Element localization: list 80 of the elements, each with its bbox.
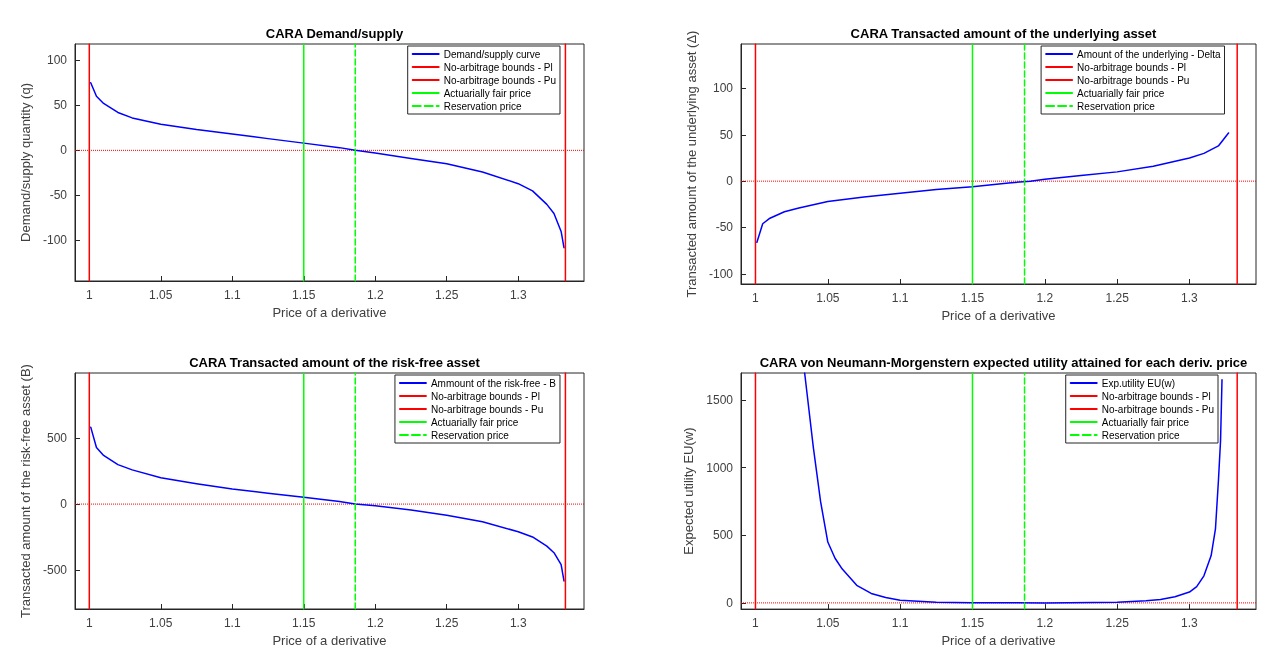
chart-title: CARA Transacted amount of the underlying asset — [850, 26, 1158, 41]
x-tick-label: 1.1 — [223, 288, 241, 302]
y-tick-label: 1000 — [706, 460, 734, 475]
x-tick-label: 1.05 — [816, 291, 840, 305]
y-tick-label: 100 — [712, 81, 734, 96]
x-tick-label: 1 — [85, 288, 93, 302]
legend-label: No-arbitrage bounds - Pu — [443, 74, 556, 86]
y-axis-title: Transacted amount of the underlying asset (Δ) — [684, 30, 700, 298]
x-tick-label: 1.25 — [1105, 616, 1130, 631]
legend-label: Exp.utility EU(w) — [1101, 377, 1176, 389]
x-tick-label: 1 — [752, 291, 760, 305]
chart-title: CARA Transacted amount of the risk-free asset — [189, 355, 481, 370]
x-axis-title: Price of a derivative — [272, 632, 387, 648]
x-tick-label: 1.2 — [1036, 291, 1054, 305]
legend-label: Actuarially fair price — [1101, 416, 1190, 428]
legend-label: Ammount of the risk-free - B — [430, 377, 557, 389]
legend-label: No-arbitrage bounds - Pl — [430, 390, 540, 402]
y-tick-label: -50 — [715, 220, 734, 235]
x-tick-label: 1.05 — [149, 616, 173, 630]
x-tick-label: 1.15 — [292, 616, 316, 630]
x-axis-title: Price of a derivative — [941, 633, 1056, 648]
legend-label: Reservation price — [443, 100, 522, 112]
x-tick-label: 1.2 — [1036, 616, 1054, 631]
x-tick-label: 1.15 — [960, 616, 985, 631]
y-tick-label: -100 — [708, 266, 734, 281]
x-tick-label: 1.25 — [1105, 291, 1130, 305]
legend-label: Actuarially fair price — [430, 416, 519, 428]
y-axis-title: Demand/supply quantity (q) — [18, 83, 34, 242]
x-tick-label: 1 — [752, 616, 760, 631]
y-tick-label: 50 — [719, 127, 734, 142]
x-axis-title: Price of a derivative — [941, 307, 1056, 323]
x-tick-label: 1.1 — [223, 616, 241, 630]
chart-title: CARA Demand/supply — [265, 26, 405, 41]
y-tick-label: 0 — [726, 174, 734, 189]
x-tick-label: 1.3 — [1181, 616, 1199, 631]
legend-label: No-arbitrage bounds - Pl — [443, 61, 553, 73]
legend-label: Amount of the underlying - Delta — [1077, 48, 1221, 60]
x-tick-label: 1.3 — [509, 616, 527, 630]
x-tick-label: 1.3 — [1181, 291, 1199, 305]
x-tick-label: 1.15 — [960, 291, 985, 305]
y-tick-label: 1500 — [706, 393, 734, 408]
x-axis-title: Price of a derivative — [272, 304, 387, 320]
legend-label: No-arbitrage bounds - Pu — [430, 403, 544, 415]
y-tick-label: 0 — [60, 497, 68, 512]
legend-label: Reservation price — [430, 429, 510, 441]
x-tick-label: 1.1 — [891, 616, 909, 631]
legend-label: No-arbitrage bounds - Pl — [1077, 61, 1187, 73]
line-series — [756, 132, 1230, 244]
y-tick-label: 50 — [53, 98, 68, 113]
y-tick-label: 0 — [726, 595, 734, 610]
x-tick-label: 1.05 — [816, 616, 840, 631]
x-tick-label: 1.05 — [149, 288, 173, 302]
legend-label: Actuarially fair price — [1077, 87, 1165, 99]
x-tick-label: 1.15 — [292, 288, 316, 302]
x-tick-label: 1.2 — [366, 616, 384, 630]
x-tick-label: 1.1 — [891, 291, 909, 305]
legend-label: No-arbitrage bounds - Pu — [1101, 403, 1215, 415]
y-axis-title: Transacted amount of the risk-free asset (B) — [18, 364, 34, 618]
legend-label: Reservation price — [1077, 100, 1156, 112]
line-series — [803, 372, 1223, 604]
y-tick-label: 500 — [712, 528, 734, 543]
x-tick-label: 1.2 — [366, 288, 384, 302]
y-tick-label: 0 — [60, 143, 68, 158]
x-tick-label: 1.3 — [509, 288, 527, 302]
legend-label: Demand/supply curve — [443, 48, 541, 60]
legend-label: Actuarially fair price — [443, 87, 532, 99]
line-series — [89, 426, 565, 582]
y-axis-title: Expected utility EU(w) — [681, 427, 697, 555]
y-tick-label: -50 — [49, 188, 68, 203]
y-tick-label: 100 — [46, 53, 68, 68]
y-tick-label: -100 — [42, 233, 68, 248]
legend-label: No-arbitrage bounds - Pu — [1077, 74, 1190, 86]
legend-label: No-arbitrage bounds - Pl — [1101, 390, 1211, 402]
x-tick-label: 1 — [85, 616, 93, 630]
x-tick-label: 1.25 — [435, 288, 459, 302]
legend-label: Reservation price — [1101, 429, 1180, 441]
x-tick-label: 1.25 — [435, 616, 459, 630]
y-tick-label: -500 — [42, 562, 68, 577]
chart-title: CARA von Neumann-Morgenstern expected utility attained for each deriv. price — [759, 355, 1248, 370]
y-tick-label: 500 — [46, 431, 68, 446]
